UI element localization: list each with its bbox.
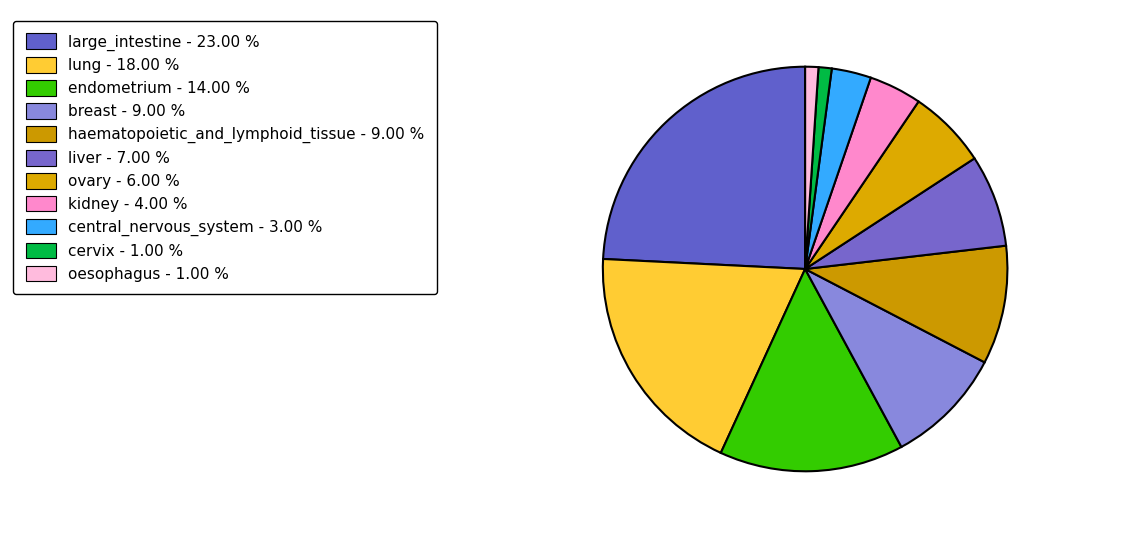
Wedge shape bbox=[805, 68, 871, 269]
Wedge shape bbox=[603, 67, 805, 269]
Wedge shape bbox=[603, 259, 805, 453]
Wedge shape bbox=[805, 67, 832, 269]
Wedge shape bbox=[805, 77, 919, 269]
Wedge shape bbox=[721, 269, 902, 471]
Wedge shape bbox=[805, 67, 819, 269]
Wedge shape bbox=[805, 158, 1006, 269]
Legend: large_intestine - 23.00 %, lung - 18.00 %, endometrium - 14.00 %, breast - 9.00 : large_intestine - 23.00 %, lung - 18.00 … bbox=[14, 21, 437, 294]
Wedge shape bbox=[805, 246, 1007, 362]
Wedge shape bbox=[805, 269, 984, 447]
Wedge shape bbox=[805, 102, 974, 269]
